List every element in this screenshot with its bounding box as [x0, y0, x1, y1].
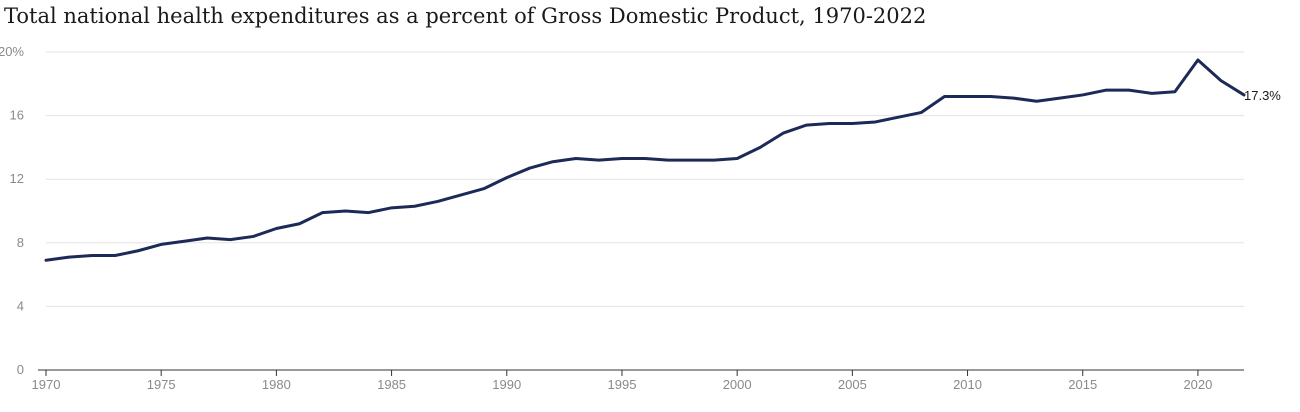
data-point: [1173, 90, 1176, 93]
y-tick-label-4: 4: [17, 298, 24, 313]
data-point: [920, 111, 923, 114]
data-point: [1127, 89, 1130, 92]
data-point: [1196, 58, 1199, 61]
data-point: [367, 211, 370, 214]
data-point: [966, 95, 969, 98]
y-tick-label-16: 16: [10, 108, 24, 123]
end-value-label: 17.3%: [1244, 88, 1281, 103]
data-point: [828, 122, 831, 125]
y-axis-ticks: 0 4 8 12 16 20%: [0, 44, 24, 377]
end-labels: 17.3%: [1244, 88, 1281, 103]
data-point: [1035, 100, 1038, 103]
data-point: [528, 167, 531, 170]
x-tick-label-2020: 2020: [1183, 377, 1212, 392]
data-point: [1150, 92, 1153, 95]
data-point: [736, 157, 739, 160]
x-tick-label-2005: 2005: [838, 377, 867, 392]
data-point: [782, 132, 785, 135]
data-point: [597, 159, 600, 162]
x-tick-label-2000: 2000: [723, 377, 752, 392]
data-point: [851, 122, 854, 125]
data-point: [759, 146, 762, 149]
data-point: [505, 176, 508, 179]
data-point: [620, 157, 623, 160]
data-point: [206, 237, 209, 240]
data-point: [690, 159, 693, 162]
data-point: [45, 259, 48, 262]
gridlines: [46, 51, 1244, 307]
data-point: [275, 227, 278, 230]
data-point: [667, 159, 670, 162]
data-point: [114, 254, 117, 257]
data-point: [137, 249, 140, 252]
x-tick-label-2015: 2015: [1068, 377, 1097, 392]
data-point: [1012, 97, 1015, 100]
data-point: [321, 211, 324, 214]
data-point: [897, 116, 900, 119]
series-group: [44, 58, 1246, 262]
data-point: [482, 187, 485, 190]
data-point: [413, 205, 416, 208]
data-point: [1081, 93, 1084, 96]
data-point: [344, 210, 347, 213]
x-tick-label-1980: 1980: [262, 377, 291, 392]
y-tick-label-0: 0: [17, 362, 24, 377]
x-tick-label-2010: 2010: [953, 377, 982, 392]
data-point: [943, 95, 946, 98]
x-tick-label-1970: 1970: [32, 377, 61, 392]
series-line-0: [44, 58, 1246, 262]
y-tick-label-8: 8: [17, 235, 24, 250]
data-point: [390, 206, 393, 209]
y-tick-label-12: 12: [10, 171, 24, 186]
data-point: [68, 256, 71, 259]
data-point: [574, 157, 577, 160]
data-point: [713, 159, 716, 162]
data-point: [183, 240, 186, 243]
data-point: [1104, 89, 1107, 92]
chart-title: Total national health expenditures as a …: [4, 4, 927, 28]
data-point: [874, 120, 877, 123]
data-point: [298, 222, 301, 225]
x-tick-label-1990: 1990: [492, 377, 521, 392]
data-point: [229, 238, 232, 241]
data-point: [91, 254, 94, 257]
data-point: [1058, 97, 1061, 100]
data-point: [436, 200, 439, 203]
x-tick-label-1975: 1975: [147, 377, 176, 392]
y-tick-label-20: 20%: [0, 44, 24, 59]
data-point: [644, 157, 647, 160]
data-point: [805, 124, 808, 127]
data-point: [551, 160, 554, 163]
data-point: [459, 194, 462, 197]
x-tick-label-1995: 1995: [608, 377, 637, 392]
data-point: [252, 235, 255, 238]
x-axis-ticks: 1970 1975 1980 1985 1990 1995 2000 2005 2010 2015…: [32, 370, 1212, 392]
x-tick-label-1985: 1985: [377, 377, 406, 392]
data-point: [1219, 79, 1222, 82]
data-point: [989, 95, 992, 98]
data-point: [160, 243, 163, 246]
